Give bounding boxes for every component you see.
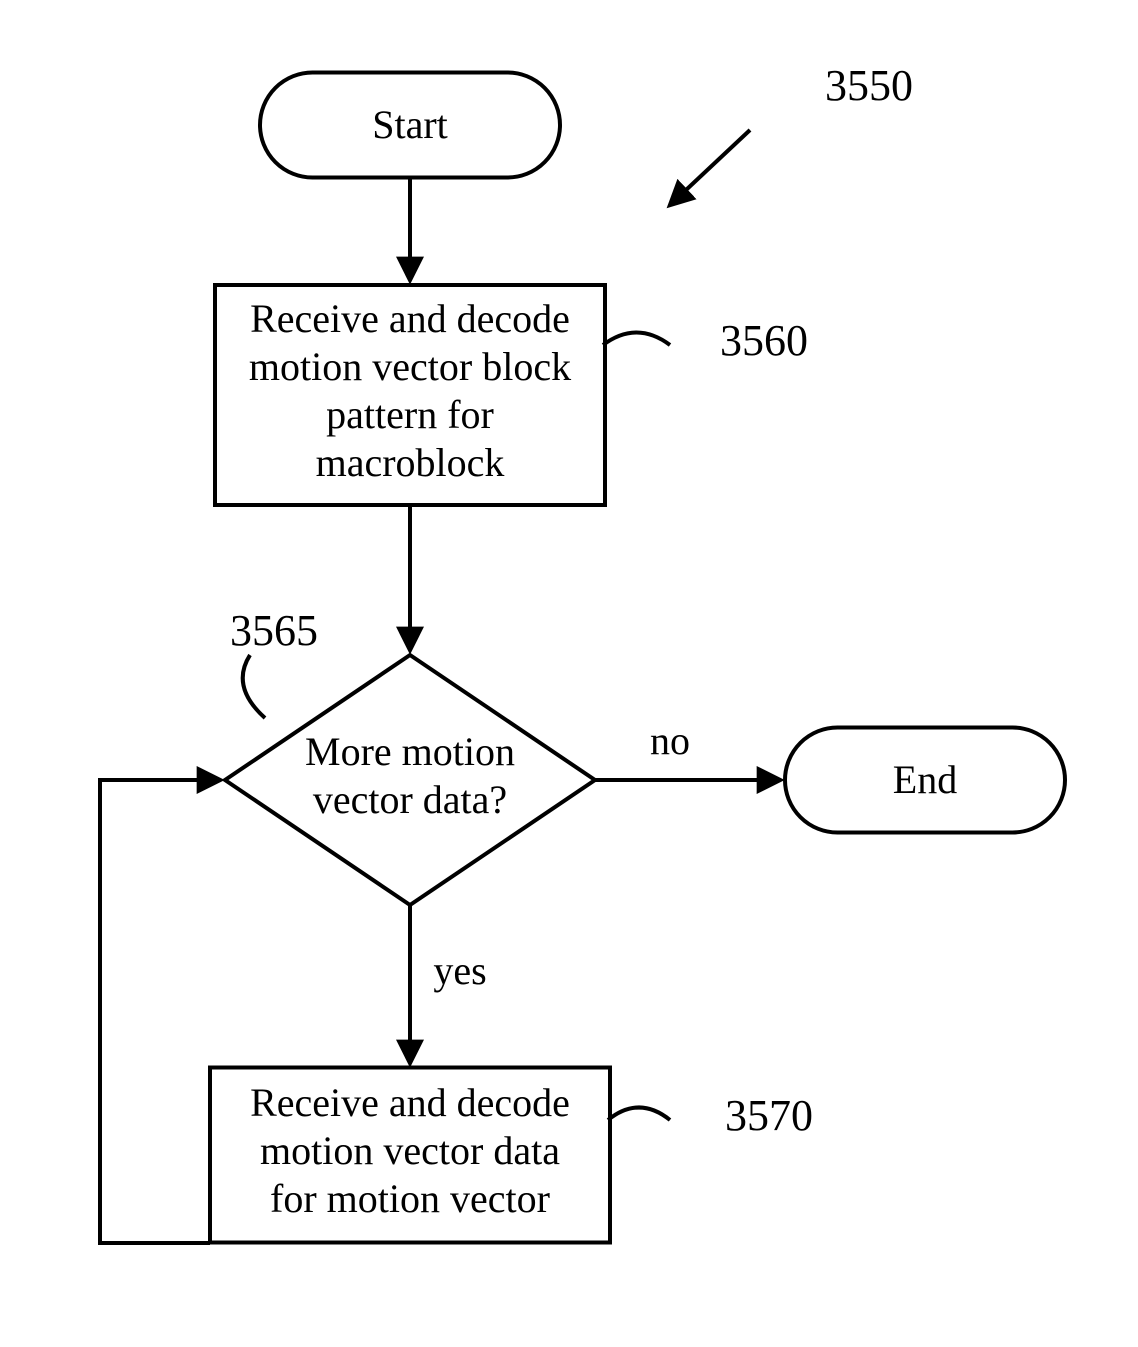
svg-text:End: End xyxy=(893,757,957,802)
ref-leader-3570 xyxy=(608,1108,670,1121)
svg-text:yes: yes xyxy=(433,948,486,993)
ref-leader-3565 xyxy=(243,655,265,718)
svg-text:Receive and decode: Receive and decode xyxy=(250,1080,570,1125)
svg-text:motion vector data: motion vector data xyxy=(260,1128,560,1173)
edge-4 xyxy=(100,780,220,1243)
svg-text:More motion: More motion xyxy=(305,729,515,774)
svg-text:motion vector block: motion vector block xyxy=(249,344,571,389)
ref-3560: 3560 xyxy=(720,316,808,365)
ref-3550: 3550 xyxy=(825,61,913,110)
svg-text:Receive and decode: Receive and decode xyxy=(250,296,570,341)
svg-text:Start: Start xyxy=(372,102,448,147)
svg-text:pattern for: pattern for xyxy=(326,392,494,437)
ref-3570: 3570 xyxy=(725,1091,813,1140)
svg-text:no: no xyxy=(650,718,690,763)
svg-text:for motion vector: for motion vector xyxy=(270,1176,550,1221)
svg-text:vector data?: vector data? xyxy=(313,777,507,822)
ref-leader-3560 xyxy=(603,333,670,346)
flowchart-svg: StartReceive and decodemotion vector blo… xyxy=(0,0,1138,1347)
svg-text:macroblock: macroblock xyxy=(316,440,505,485)
ref-3565: 3565 xyxy=(230,606,318,655)
ref-arrow-3550 xyxy=(670,130,750,205)
